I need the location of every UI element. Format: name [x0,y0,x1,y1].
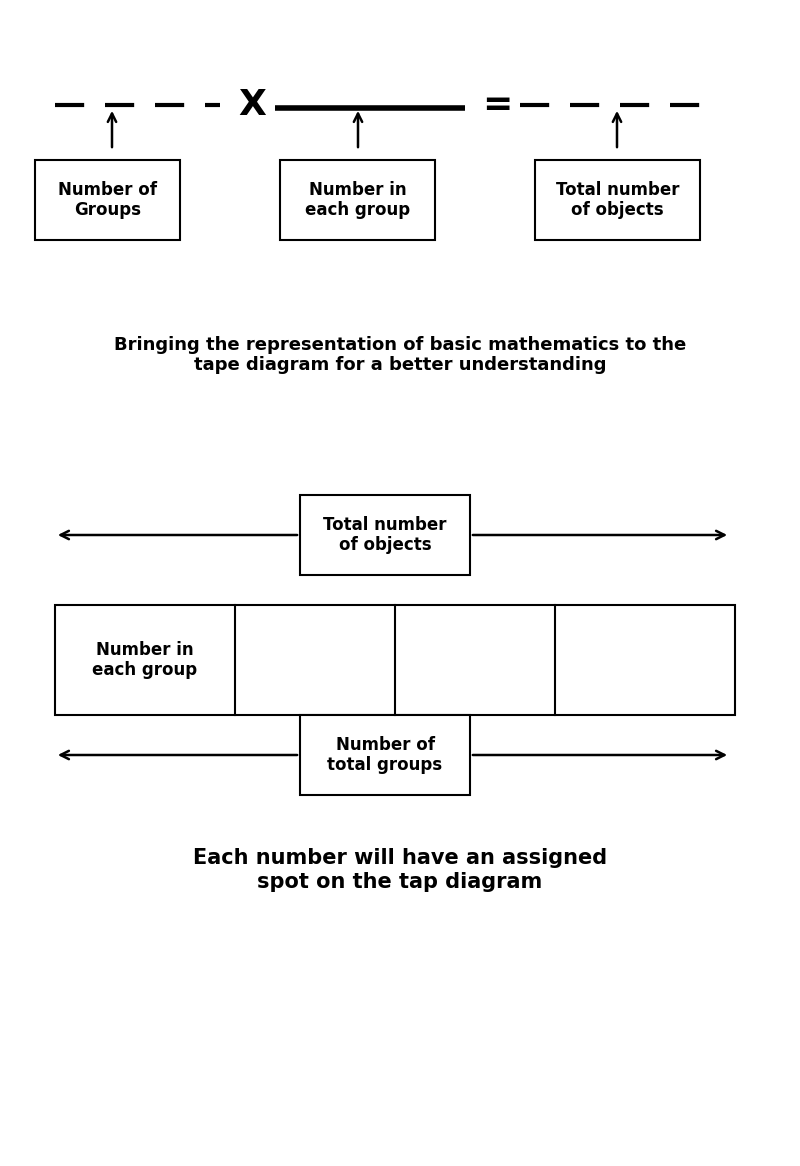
Text: Number of
total groups: Number of total groups [327,736,442,774]
Text: Number in
each group: Number in each group [305,181,410,219]
Bar [300,715,470,795]
Text: Total number
of objects: Total number of objects [556,181,679,219]
Text: =: = [482,87,512,122]
Bar [55,605,735,715]
Bar [280,160,435,240]
Text: Bringing the representation of basic mathematics to the
tape diagram for a bette: Bringing the representation of basic mat… [114,336,686,374]
Text: Number in
each group: Number in each group [93,640,198,680]
Bar [35,160,180,240]
Text: Each number will have an assigned
spot on the tap diagram: Each number will have an assigned spot o… [193,849,607,892]
Text: Total number
of objects: Total number of objects [323,515,446,554]
Bar [535,160,700,240]
Text: X: X [238,87,266,122]
Bar [300,496,470,575]
Text: Number of
Groups: Number of Groups [58,181,157,219]
